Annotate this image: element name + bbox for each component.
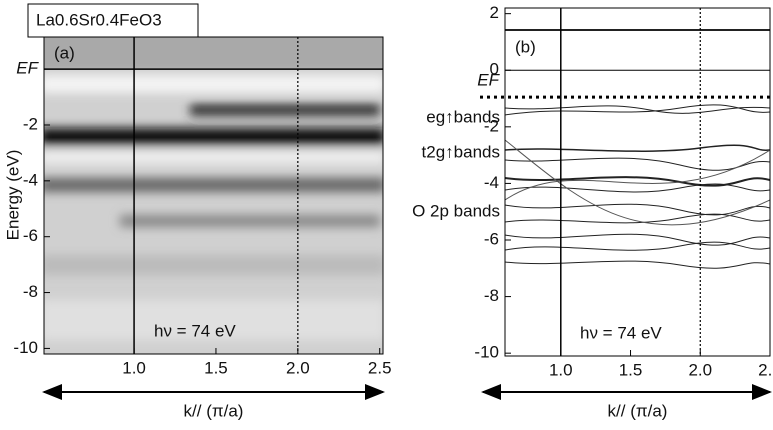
annotation: hν = 74 eV (154, 321, 236, 340)
y-tick-label: -10 (13, 338, 38, 357)
band-label: t2g↑bands (422, 142, 500, 161)
annotation: hν = 74 eV (580, 323, 662, 342)
y-tick-label: -6 (484, 229, 499, 248)
x-axis-label: k// (π/a) (608, 401, 668, 420)
y-tick-label: -4 (23, 170, 38, 189)
y-tick-label: 2 (490, 3, 499, 22)
x-tick-label: 2.5 (758, 360, 773, 379)
y-tick-label: -6 (23, 226, 38, 245)
y-axis-label: Energy (eV) (3, 150, 22, 241)
x-tick-label: 1.5 (619, 360, 643, 379)
x-axis-label: k// (π/a) (184, 401, 244, 420)
y-tick-label: 0 (490, 60, 499, 79)
title-box (27, 3, 199, 38)
x-tick-label: 1.0 (122, 358, 146, 377)
intensity-image (44, 37, 383, 354)
y-tick-label: -8 (23, 282, 38, 301)
x-tick-label: 2.0 (286, 358, 310, 377)
y-tick-label: -10 (474, 343, 499, 362)
panel-label: (a) (54, 43, 75, 62)
y-tick-label: -2 (23, 114, 38, 133)
band-lines (505, 29, 770, 269)
chart-title: La0.6Sr0.4FeO3 (36, 10, 162, 29)
x-tick-label: 2.0 (688, 360, 712, 379)
y-tick-label: -8 (484, 286, 499, 305)
y-tick-label: -2 (484, 116, 499, 135)
x-tick-label: 1.0 (549, 360, 573, 379)
ef-label: EF (477, 71, 500, 90)
y-tick-label: -4 (484, 173, 499, 192)
x-tick-label: 1.5 (204, 358, 228, 377)
panel-label-bg (511, 36, 543, 60)
band-label: O 2p bands (412, 201, 500, 220)
ef-label: EF (16, 59, 39, 78)
x-tick-label: 2.5 (368, 358, 392, 377)
band-label: eg↑bands (426, 107, 500, 126)
panel-label: (b) (515, 37, 536, 56)
